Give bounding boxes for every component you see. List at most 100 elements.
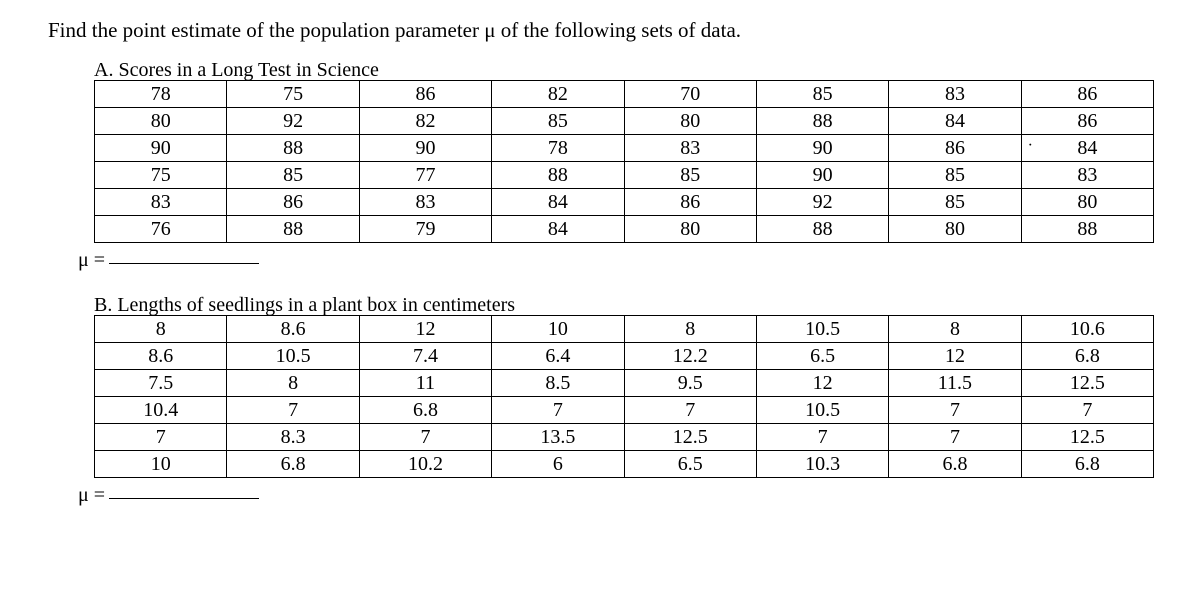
table-cell: 86 bbox=[889, 135, 1021, 162]
table-cell: 7 bbox=[1021, 397, 1153, 424]
table-cell: 7 bbox=[492, 397, 624, 424]
table-row: 106.810.266.510.36.86.8 bbox=[95, 451, 1154, 478]
table-cell: 6 bbox=[492, 451, 624, 478]
table-cell: 77 bbox=[359, 162, 491, 189]
table-cell: 8 bbox=[227, 370, 359, 397]
table-a-wrap: 7875868270858386809282858088848690889078… bbox=[94, 80, 1152, 243]
table-cell: 86 bbox=[1021, 81, 1153, 108]
table-cell: 88 bbox=[1021, 216, 1153, 243]
table-cell: 83 bbox=[359, 189, 491, 216]
table-cell: 6.5 bbox=[756, 343, 888, 370]
table-cell: 88 bbox=[227, 135, 359, 162]
table-cell: 10.2 bbox=[359, 451, 491, 478]
table-row: 8386838486928580 bbox=[95, 189, 1154, 216]
mu-label-b: μ = bbox=[78, 484, 105, 506]
table-cell: 6.8 bbox=[359, 397, 491, 424]
table-cell: 83 bbox=[889, 81, 1021, 108]
table-cell: 12.5 bbox=[1021, 424, 1153, 451]
table-cell: 75 bbox=[227, 81, 359, 108]
table-row: 7688798480888088 bbox=[95, 216, 1154, 243]
table-row: 8092828580888486 bbox=[95, 108, 1154, 135]
mu-answer-a: μ = bbox=[78, 249, 1152, 272]
table-cell: 80 bbox=[624, 108, 756, 135]
table-cell: 70 bbox=[624, 81, 756, 108]
table-cell: 8.5 bbox=[492, 370, 624, 397]
table-cell: 80 bbox=[95, 108, 227, 135]
table-cell: 6.8 bbox=[1021, 451, 1153, 478]
table-b-wrap: 88.61210810.5810.68.610.57.46.412.26.512… bbox=[94, 315, 1152, 478]
table-row: 7585778885908583 bbox=[95, 162, 1154, 189]
table-cell: 86 bbox=[227, 189, 359, 216]
table-row: 88.61210810.5810.6 bbox=[95, 316, 1154, 343]
table-row: 7875868270858386 bbox=[95, 81, 1154, 108]
table-cell: 82 bbox=[492, 81, 624, 108]
table-cell: 86 bbox=[359, 81, 491, 108]
table-cell: 10.5 bbox=[756, 316, 888, 343]
table-cell: 7.5 bbox=[95, 370, 227, 397]
table-cell: 83 bbox=[95, 189, 227, 216]
table-cell: 86 bbox=[1021, 108, 1153, 135]
table-cell: 83 bbox=[624, 135, 756, 162]
table-cell: 7 bbox=[359, 424, 491, 451]
table-row: 10.476.87710.577 bbox=[95, 397, 1154, 424]
table-cell: 84 bbox=[1021, 135, 1153, 162]
table-cell: 8.6 bbox=[95, 343, 227, 370]
table-cell: 8 bbox=[624, 316, 756, 343]
table-cell: 7 bbox=[889, 424, 1021, 451]
table-cell: 79 bbox=[359, 216, 491, 243]
worksheet-page: Find the point estimate of the populatio… bbox=[0, 0, 1200, 507]
table-cell: 9.5 bbox=[624, 370, 756, 397]
mu-answer-b: μ = bbox=[78, 484, 1152, 507]
table-cell: 12.5 bbox=[1021, 370, 1153, 397]
table-cell: 84 bbox=[492, 216, 624, 243]
table-cell: 10.5 bbox=[227, 343, 359, 370]
mu-blank-b[interactable] bbox=[109, 498, 259, 499]
table-cell: 85 bbox=[756, 81, 888, 108]
table-cell: 85 bbox=[227, 162, 359, 189]
table-cell: 12 bbox=[359, 316, 491, 343]
table-cell: 80 bbox=[1021, 189, 1153, 216]
table-cell: 6.5 bbox=[624, 451, 756, 478]
table-cell: 80 bbox=[889, 216, 1021, 243]
instruction-text: Find the point estimate of the populatio… bbox=[48, 18, 1152, 43]
table-cell: 88 bbox=[492, 162, 624, 189]
table-cell: 76 bbox=[95, 216, 227, 243]
table-cell: 10 bbox=[492, 316, 624, 343]
table-b: 88.61210810.5810.68.610.57.46.412.26.512… bbox=[94, 315, 1154, 478]
table-cell: 90 bbox=[359, 135, 491, 162]
table-cell: 92 bbox=[756, 189, 888, 216]
table-row: 7.58118.59.51211.512.5 bbox=[95, 370, 1154, 397]
table-row: 9088907883908684 bbox=[95, 135, 1154, 162]
table-cell: 7 bbox=[95, 424, 227, 451]
table-cell: 78 bbox=[95, 81, 227, 108]
table-cell: 88 bbox=[756, 108, 888, 135]
table-cell: 7 bbox=[756, 424, 888, 451]
table-cell: 8.6 bbox=[227, 316, 359, 343]
table-cell: 6.4 bbox=[492, 343, 624, 370]
table-cell: 88 bbox=[756, 216, 888, 243]
table-cell: 6.8 bbox=[1021, 343, 1153, 370]
table-cell: 90 bbox=[756, 162, 888, 189]
table-cell: 88 bbox=[227, 216, 359, 243]
table-cell: 11.5 bbox=[889, 370, 1021, 397]
table-cell: 85 bbox=[492, 108, 624, 135]
table-cell: 12 bbox=[889, 343, 1021, 370]
table-cell: 7 bbox=[889, 397, 1021, 424]
table-cell: 82 bbox=[359, 108, 491, 135]
table-cell: 8 bbox=[95, 316, 227, 343]
mu-blank-a[interactable] bbox=[109, 263, 259, 264]
table-cell: 86 bbox=[624, 189, 756, 216]
table-cell: 84 bbox=[492, 189, 624, 216]
table-cell: 85 bbox=[624, 162, 756, 189]
table-cell: 10.4 bbox=[95, 397, 227, 424]
table-row: 78.3713.512.57712.5 bbox=[95, 424, 1154, 451]
mu-label-a: μ = bbox=[78, 249, 105, 271]
table-cell: 7 bbox=[227, 397, 359, 424]
table-cell: 10.6 bbox=[1021, 316, 1153, 343]
table-cell: 85 bbox=[889, 162, 1021, 189]
table-cell: 90 bbox=[95, 135, 227, 162]
table-cell: 6.8 bbox=[227, 451, 359, 478]
table-cell: 6.8 bbox=[889, 451, 1021, 478]
table-cell: 10.5 bbox=[756, 397, 888, 424]
table-cell: 12 bbox=[756, 370, 888, 397]
